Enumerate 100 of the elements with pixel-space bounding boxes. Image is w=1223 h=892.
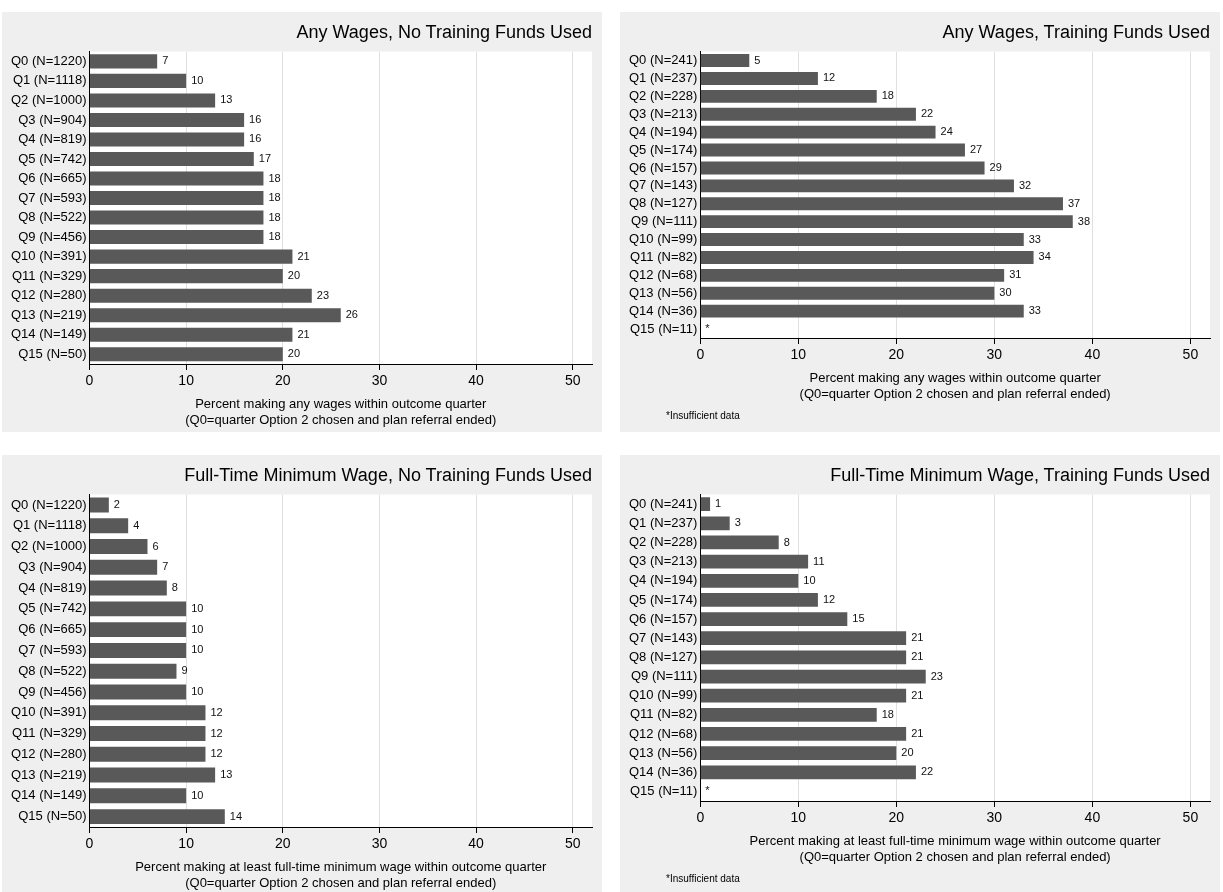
y-tick-label: Q4 (N=819) — [18, 131, 87, 147]
bar — [90, 580, 167, 596]
bar — [90, 705, 206, 721]
bar — [700, 669, 926, 684]
bar — [700, 516, 730, 531]
data-label: 10 — [191, 622, 204, 635]
y-tick-label: Q9 (N=111) — [630, 213, 698, 229]
y-tick-label: Q3 (N=904) — [18, 558, 87, 574]
y-tick-label: Q1 (N=237) — [628, 70, 698, 86]
data-label: 10 — [191, 643, 204, 656]
bar — [700, 304, 1024, 318]
y-tick-label: Q4 (N=194) — [628, 572, 698, 588]
data-label: 18 — [268, 191, 281, 204]
bar — [90, 151, 254, 167]
chart-title: Any Wages, Training Funds Used — [942, 21, 1210, 42]
data-label: 18 — [881, 89, 894, 102]
data-label: 3 — [734, 516, 741, 529]
x-tick-label: 20 — [888, 809, 905, 826]
data-label: 14 — [229, 809, 243, 822]
bar — [700, 268, 1005, 282]
bar — [90, 539, 148, 555]
data-label: 38 — [1077, 214, 1091, 227]
y-tick-label: Q11 (N=329) — [11, 725, 87, 741]
y-tick-label: Q9 (N=456) — [18, 683, 87, 699]
y-tick-label: Q4 (N=194) — [628, 123, 698, 139]
data-label: 21 — [911, 688, 924, 701]
data-label: 12 — [822, 71, 836, 84]
data-label: 33 — [1028, 304, 1042, 317]
y-tick-label: Q12 (N=280) — [11, 287, 87, 303]
x-tick-label: 20 — [888, 346, 905, 363]
y-tick-label: Q1 (N=1118) — [12, 72, 87, 88]
chart-title: Any Wages, No Training Funds Used — [296, 21, 592, 42]
data-label: 12 — [210, 705, 223, 718]
y-tick-label: Q2 (N=228) — [628, 87, 698, 103]
data-label: 18 — [268, 210, 281, 223]
y-tick-label: Q1 (N=1118) — [12, 517, 87, 533]
chart-title: Full-Time Minimum Wage, No Training Funds Used — [184, 464, 592, 485]
y-tick-label: Q11 (N=329) — [11, 267, 87, 283]
x-axis-title: Percent making at least full-time minimum wage within outcome quarter (Q0=quarter Option 2 chosen and plan referral ended) — [749, 833, 1162, 864]
x-tick-label: 50 — [1182, 346, 1199, 363]
bar — [90, 327, 293, 342]
y-tick-label: Q15 (N=50) — [18, 345, 87, 361]
bar — [700, 143, 965, 157]
bar — [700, 688, 907, 703]
y-tick-label: Q12 (N=68) — [628, 266, 698, 282]
data-label: 20 — [287, 269, 301, 282]
y-tick-label: Q5 (N=174) — [628, 591, 698, 607]
bar — [700, 765, 916, 780]
y-tick-label: Q14 (N=149) — [11, 326, 87, 342]
data-label: 23 — [316, 288, 330, 301]
x-tick-label: 40 — [1084, 346, 1101, 363]
bar — [90, 601, 187, 617]
data-label: 12 — [210, 726, 223, 739]
y-tick-label: Q10 (N=391) — [11, 248, 87, 264]
bar — [90, 497, 109, 513]
data-label: 7 — [162, 54, 169, 67]
bar — [90, 230, 264, 245]
x-tick-label: 40 — [1084, 809, 1101, 826]
y-tick-label: Q0 (N=241) — [628, 495, 698, 511]
y-tick-label: Q9 (N=456) — [18, 228, 87, 244]
bar — [700, 286, 995, 300]
bar — [90, 347, 283, 362]
data-label: 32 — [1018, 178, 1032, 191]
data-label: 31 — [1009, 268, 1022, 281]
data-label: 10 — [191, 788, 204, 801]
y-tick-label: Q0 (N=1220) — [11, 496, 87, 512]
x-tick-label: 50 — [564, 835, 581, 852]
bar — [90, 788, 187, 804]
y-tick-label: Q9 (N=111) — [630, 668, 698, 684]
data-label: 11 — [813, 554, 825, 567]
y-tick-label: Q8 (N=127) — [628, 648, 698, 664]
bar — [700, 179, 1014, 193]
bar — [90, 518, 129, 534]
y-tick-label: Q7 (N=593) — [18, 189, 87, 205]
x-tick-label: 10 — [790, 809, 807, 826]
y-tick-label: Q1 (N=237) — [628, 514, 698, 530]
data-label: 10 — [803, 573, 816, 586]
bar — [90, 288, 312, 303]
data-label: 13 — [220, 93, 233, 106]
bar — [700, 573, 799, 588]
text: * — [705, 784, 710, 797]
x-tick-label: 50 — [1182, 809, 1199, 826]
bar — [90, 112, 245, 127]
y-tick-label: Q6 (N=665) — [18, 621, 87, 637]
data-label: 12 — [822, 592, 836, 605]
data-label: 26 — [345, 308, 359, 321]
bar — [90, 249, 293, 264]
data-label: 8 — [171, 581, 178, 594]
data-label: 21 — [911, 631, 924, 644]
bar — [700, 727, 907, 741]
bar — [700, 89, 877, 103]
bar — [700, 631, 907, 646]
x-tick-label: 40 — [468, 835, 485, 852]
y-tick-label: Q10 (N=99) — [628, 687, 698, 703]
y-tick-label: Q0 (N=1220) — [11, 52, 87, 68]
data-label: 30 — [999, 286, 1012, 299]
x-tick-label: 30 — [986, 346, 1003, 363]
data-label: 4 — [133, 518, 140, 531]
bar — [700, 707, 877, 722]
data-label: 9 — [181, 664, 188, 677]
